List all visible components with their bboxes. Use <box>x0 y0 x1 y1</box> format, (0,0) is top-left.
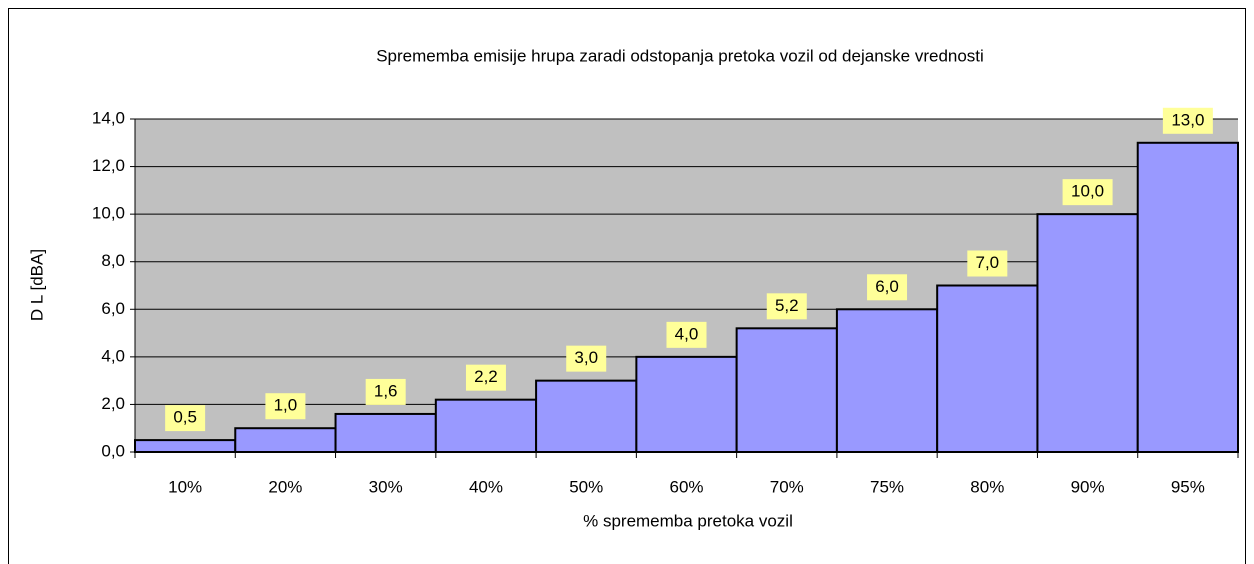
bar <box>1036 213 1139 453</box>
value-label-box <box>666 321 707 348</box>
y-tick-label: 0,0 <box>101 441 125 460</box>
x-tick-label: 90% <box>1071 477 1105 496</box>
value-label-box <box>365 378 406 405</box>
bar <box>535 379 638 453</box>
value-label: 6,0 <box>875 277 899 296</box>
value-label: 1,0 <box>274 396 298 415</box>
bar <box>635 355 738 454</box>
x-tick-label: 70% <box>770 477 804 496</box>
value-label-box <box>165 405 206 432</box>
value-label-box <box>766 293 807 320</box>
x-axis-label: % sprememba pretoka vozil <box>583 511 793 530</box>
bar <box>334 412 437 454</box>
value-label-box <box>1162 107 1213 134</box>
x-tick-label: 75% <box>870 477 904 496</box>
x-tick-label: 10% <box>168 477 202 496</box>
y-tick-label: 4,0 <box>101 346 125 365</box>
y-tick-label: 6,0 <box>101 299 125 318</box>
bar <box>936 284 1039 453</box>
value-label: 7,0 <box>975 253 999 272</box>
value-label-box <box>566 345 607 372</box>
value-label: 3,0 <box>574 348 598 367</box>
value-label: 13,0 <box>1171 110 1204 129</box>
value-label-box <box>265 393 306 420</box>
y-tick-label: 2,0 <box>101 394 125 413</box>
value-label-box <box>867 274 908 301</box>
y-tick-label: 14,0 <box>92 108 125 127</box>
y-tick-label: 12,0 <box>92 156 125 175</box>
value-label-box <box>465 364 506 391</box>
chart-title: Sprememba emisije hrupa zaradi odstopanj… <box>376 46 984 65</box>
bar <box>1136 141 1240 454</box>
bar <box>735 327 838 454</box>
value-label: 5,2 <box>775 296 799 315</box>
x-tick-label: 20% <box>268 477 302 496</box>
bar <box>835 308 939 453</box>
value-label-box <box>967 250 1008 277</box>
x-tick-label: 50% <box>569 477 603 496</box>
x-tick-label: 95% <box>1171 477 1205 496</box>
value-label: 0,5 <box>173 408 197 427</box>
y-axis-label: D L [dBA] <box>27 249 46 321</box>
value-label: 10,0 <box>1071 182 1104 201</box>
value-label: 4,0 <box>675 324 699 343</box>
bar <box>234 427 337 454</box>
bar <box>434 398 538 453</box>
y-tick-label: 8,0 <box>101 251 125 270</box>
value-label: 1,6 <box>374 381 398 400</box>
x-tick-label: 80% <box>970 477 1004 496</box>
x-tick-label: 60% <box>669 477 703 496</box>
y-tick-label: 10,0 <box>92 204 125 223</box>
x-tick-label: 30% <box>369 477 403 496</box>
bar <box>134 439 237 454</box>
value-label: 2,2 <box>474 367 498 386</box>
x-tick-label: 40% <box>469 477 503 496</box>
value-label-box <box>1062 179 1113 206</box>
